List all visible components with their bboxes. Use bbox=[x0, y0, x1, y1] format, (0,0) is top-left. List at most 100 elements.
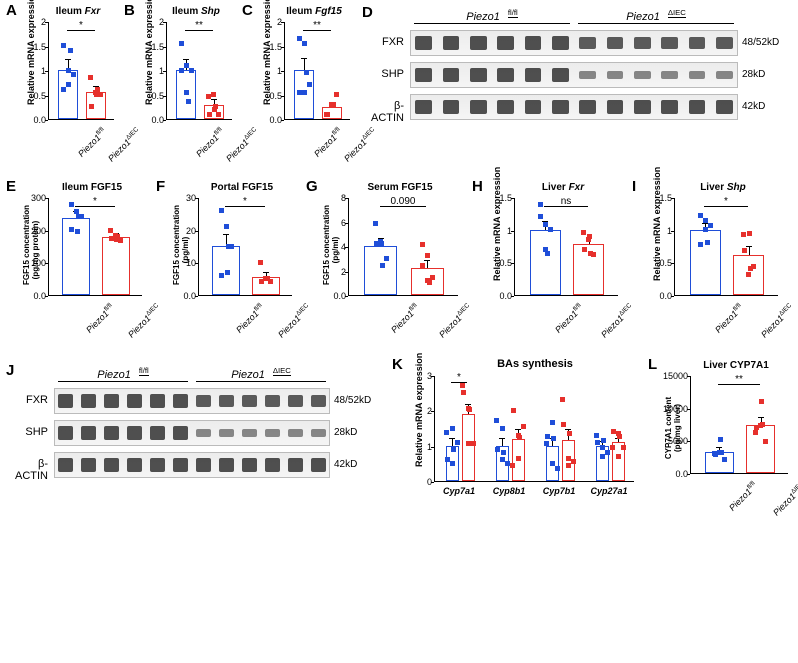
band bbox=[415, 100, 432, 114]
data-point bbox=[325, 112, 330, 117]
data-point bbox=[466, 441, 471, 446]
y-axis-label: Relative mRNA expression bbox=[144, 35, 154, 105]
significance: * bbox=[689, 196, 764, 207]
data-point bbox=[76, 214, 81, 219]
data-point bbox=[184, 90, 189, 95]
x-label: Piezo1fl/fl bbox=[84, 302, 117, 335]
data-point bbox=[226, 244, 231, 249]
data-point bbox=[186, 99, 191, 104]
band bbox=[150, 426, 164, 440]
panel-E: EIleum FGF150.0100200300FGF15 concentrat… bbox=[6, 178, 146, 338]
band bbox=[196, 458, 210, 472]
data-point bbox=[561, 422, 566, 427]
data-point bbox=[425, 253, 430, 258]
data-point bbox=[521, 424, 526, 429]
plot-area bbox=[48, 198, 142, 296]
protein-label: FXR bbox=[362, 36, 404, 48]
data-point bbox=[494, 418, 499, 423]
data-point bbox=[571, 459, 576, 464]
data-point bbox=[703, 218, 708, 223]
chart-title: Ileum Fgf15 bbox=[274, 6, 354, 17]
chart-title: Ileum FGF15 bbox=[38, 182, 146, 193]
band bbox=[150, 394, 164, 408]
band bbox=[265, 429, 279, 438]
x-label: Piezo1fl/fl bbox=[713, 302, 746, 335]
data-point bbox=[516, 456, 521, 461]
y-axis-label: Relative mRNA expression bbox=[414, 389, 424, 467]
data-point bbox=[500, 457, 505, 462]
bar bbox=[746, 425, 775, 473]
data-point bbox=[225, 270, 230, 275]
data-point bbox=[544, 441, 549, 446]
x-label: Piezo1ΔIEC bbox=[758, 302, 796, 340]
data-point bbox=[89, 104, 94, 109]
band bbox=[288, 395, 302, 408]
panel-J: JPiezo1fl/flPiezo1ΔIECFXR48/52kDSHP28kDβ… bbox=[6, 362, 382, 502]
gene-label: Cyp8b1 bbox=[484, 486, 534, 496]
band bbox=[661, 100, 678, 114]
panel-K: KBAs synthesis0123Relative mRNA expressi… bbox=[392, 356, 638, 512]
band bbox=[443, 36, 460, 50]
plot-area bbox=[284, 22, 350, 120]
significance: ** bbox=[293, 20, 341, 31]
band bbox=[634, 100, 651, 114]
x-label: Piezo1fl/fl bbox=[312, 126, 345, 159]
significance: ns bbox=[529, 196, 604, 207]
chart-title: Liver Shp bbox=[664, 182, 782, 193]
x-label: Piezo1fl/fl bbox=[194, 126, 227, 159]
protein-label: SHP bbox=[362, 68, 404, 80]
data-point bbox=[550, 461, 555, 466]
kd-label: 42kD bbox=[334, 459, 357, 470]
y-axis-label: Relative mRNA expression bbox=[262, 35, 272, 105]
data-point bbox=[555, 466, 560, 471]
data-point bbox=[384, 256, 389, 261]
kd-label: 48/52kD bbox=[334, 395, 371, 406]
data-point bbox=[545, 434, 550, 439]
band bbox=[311, 395, 325, 408]
data-point bbox=[611, 429, 616, 434]
band bbox=[288, 458, 302, 472]
data-point bbox=[115, 234, 120, 239]
panel-F: FPortal FGF150.0102030FGF15 concentratio… bbox=[156, 178, 296, 338]
panel-A: AIleum Fxr0.00.511.52Relative mRNA expre… bbox=[6, 2, 118, 162]
data-point bbox=[594, 433, 599, 438]
data-point bbox=[741, 232, 746, 237]
band bbox=[607, 37, 624, 50]
data-point bbox=[219, 208, 224, 213]
data-point bbox=[748, 266, 753, 271]
data-point bbox=[373, 221, 378, 226]
band bbox=[525, 100, 542, 114]
data-point bbox=[213, 104, 218, 109]
gene-label: Cyp27a1 bbox=[584, 486, 634, 496]
data-point bbox=[753, 430, 758, 435]
kd-label: 28kD bbox=[334, 427, 357, 438]
significance: ** bbox=[704, 374, 775, 385]
band bbox=[104, 394, 118, 408]
band bbox=[242, 429, 256, 438]
data-point bbox=[88, 75, 93, 80]
chart-title: Liver Fxr bbox=[504, 182, 622, 193]
data-point bbox=[511, 408, 516, 413]
band bbox=[58, 426, 72, 440]
data-point bbox=[746, 272, 751, 277]
band bbox=[173, 458, 187, 472]
panel-I: ILiver Shp0.00.511.5Relative mRNA expres… bbox=[632, 178, 782, 338]
data-point bbox=[588, 251, 593, 256]
band bbox=[81, 426, 95, 440]
protein-label: β-ACTIN bbox=[6, 458, 48, 482]
data-point bbox=[68, 48, 73, 53]
data-point bbox=[605, 450, 610, 455]
band bbox=[470, 68, 487, 82]
band bbox=[525, 36, 542, 50]
plot-area bbox=[514, 198, 618, 296]
significance: * bbox=[211, 196, 279, 207]
band bbox=[219, 458, 233, 472]
band bbox=[579, 37, 596, 50]
band bbox=[716, 71, 733, 80]
data-point bbox=[307, 82, 312, 87]
data-point bbox=[617, 434, 622, 439]
band bbox=[219, 429, 233, 438]
band bbox=[265, 395, 279, 408]
band bbox=[689, 37, 706, 50]
panel-D: DPiezo1fl/flPiezo1ΔIECFXR48/52kDSHP28kDβ… bbox=[362, 4, 790, 144]
